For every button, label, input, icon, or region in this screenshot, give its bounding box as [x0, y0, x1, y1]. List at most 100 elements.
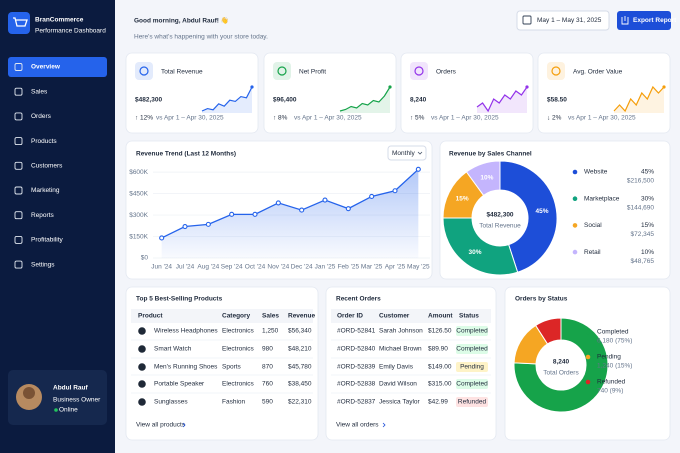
sparkline — [613, 85, 665, 113]
x-tick-label: Aug '24 — [197, 264, 219, 271]
table-header — [331, 309, 491, 323]
legend-amount: $144,690 — [627, 204, 654, 211]
kpi-card — [400, 52, 534, 134]
products-card — [125, 286, 319, 441]
sparkline — [201, 86, 253, 112]
nav-active — [8, 57, 107, 77]
table-cell: Electronics — [222, 328, 255, 335]
select-caret — [417, 151, 423, 155]
period-select-label[interactable]: Monthly — [392, 150, 416, 157]
column-header: Amount — [428, 313, 453, 320]
period-select[interactable] — [387, 145, 427, 161]
product-name: Smart Watch — [154, 346, 192, 353]
orders-card — [325, 286, 497, 441]
status-badge — [456, 362, 488, 372]
sparkline-end — [250, 85, 254, 89]
revenue-point — [252, 211, 258, 217]
y-tick-label: $300K — [129, 212, 148, 219]
legend-label: Marketplace — [584, 195, 620, 202]
center-label: Total Revenue — [479, 223, 521, 230]
y-tick-label: $150K — [129, 233, 148, 240]
brand: BranCommerce — [35, 17, 84, 24]
view-all-link[interactable]: View all orders — [336, 422, 379, 429]
revenue-point — [205, 221, 211, 227]
user-card — [8, 370, 107, 425]
center-value: 8,240 — [553, 359, 570, 366]
y-tick-label: $0 — [141, 255, 149, 262]
legend-value: 30% — [641, 195, 654, 202]
legend-value: 1,240 (15%) — [597, 363, 632, 370]
logo-cart — [13, 17, 28, 27]
revenue-point — [369, 193, 375, 200]
table-cell: $126.50 — [428, 328, 452, 335]
table-cell: 1,250 — [262, 328, 279, 335]
nav-item[interactable]: Settings — [31, 261, 55, 268]
y-tick-label: $600K — [129, 169, 148, 176]
table-cell: #ORD-52841 — [337, 328, 376, 335]
legend-label: Social — [584, 222, 602, 229]
x-tick-label: Dec '24 — [291, 264, 313, 271]
product-name: Portable Speaker — [154, 381, 205, 388]
table-cell: $45,780 — [288, 364, 312, 371]
kpi-card — [537, 52, 671, 134]
date-picker[interactable] — [516, 10, 610, 31]
kpi-comparison: vs Apr 1 – Apr 30, 2025 — [568, 115, 636, 122]
column-header: Sales — [262, 313, 279, 320]
slice-label: 30% — [469, 249, 482, 256]
product-thumb — [138, 380, 146, 388]
status-label: Completed — [456, 328, 488, 335]
product-name: Wireless Headphones — [154, 328, 218, 335]
nav-icon — [14, 112, 23, 121]
table-cell: #ORD-52840 — [337, 346, 376, 353]
revenue-area — [161, 169, 419, 258]
export-label: Export Report — [633, 17, 677, 24]
table-cell: $315.00 — [428, 381, 452, 388]
view-all-link[interactable]: View all products — [136, 422, 186, 429]
subtitle: Here's what's happening with your store … — [134, 34, 268, 41]
legend-dot — [572, 169, 578, 175]
column-header: Product — [138, 313, 163, 320]
x-tick-label: Jun '24 — [151, 264, 172, 271]
nav-item[interactable]: Orders — [31, 113, 52, 120]
status-badge — [456, 379, 488, 389]
slice-label: 10% — [480, 174, 493, 181]
x-tick-label: Oct '24 — [245, 264, 266, 271]
center-label: Total Orders — [543, 370, 579, 377]
legend-amount: $48,765 — [631, 258, 655, 265]
sparkline-end — [388, 85, 392, 89]
kpi-comparison: vs Apr 1 – Apr 30, 2025 — [294, 115, 362, 122]
pie-center — [537, 341, 585, 389]
slice-label: 15% — [456, 195, 469, 202]
sparkline-area — [202, 87, 252, 113]
table-cell: #ORD-52839 — [337, 364, 376, 371]
export-button[interactable] — [617, 11, 671, 30]
nav-item[interactable]: Overview — [31, 64, 61, 71]
nav-item[interactable]: Sales — [31, 88, 48, 95]
nav-item[interactable]: Customers — [31, 163, 63, 170]
table-cell: 590 — [262, 399, 273, 406]
user-name: Abdul Rauf — [53, 385, 88, 392]
pie-slice — [534, 317, 562, 345]
kpi-change: ↓ 2% — [547, 115, 562, 122]
table-cell: Electronics — [222, 381, 255, 388]
table-cell: $22,310 — [288, 399, 312, 406]
product-thumb — [138, 345, 146, 353]
status-label: Refunded — [458, 399, 487, 406]
revenue-point — [392, 188, 398, 194]
status-label: Completed — [456, 346, 488, 353]
legend-dot — [585, 379, 591, 385]
chart-title: Revenue Trend (Last 12 Months) — [136, 151, 236, 158]
table-cell: Electronics — [222, 346, 255, 353]
nav-item[interactable]: Reports — [31, 212, 55, 219]
y-tick-label: $450K — [129, 190, 148, 197]
kpi-label: Avg. Order Value — [573, 69, 623, 76]
logo — [8, 12, 30, 34]
kpi-icon — [135, 62, 153, 80]
sparkline — [476, 86, 528, 113]
pie-slice — [465, 160, 501, 197]
nav-item[interactable]: Products — [31, 138, 57, 145]
x-tick-label: Mar '25 — [361, 264, 383, 271]
nav-item[interactable]: Marketing — [31, 187, 60, 194]
nav-item[interactable]: Profitability — [31, 237, 64, 244]
table-cell: Sports — [222, 364, 242, 371]
